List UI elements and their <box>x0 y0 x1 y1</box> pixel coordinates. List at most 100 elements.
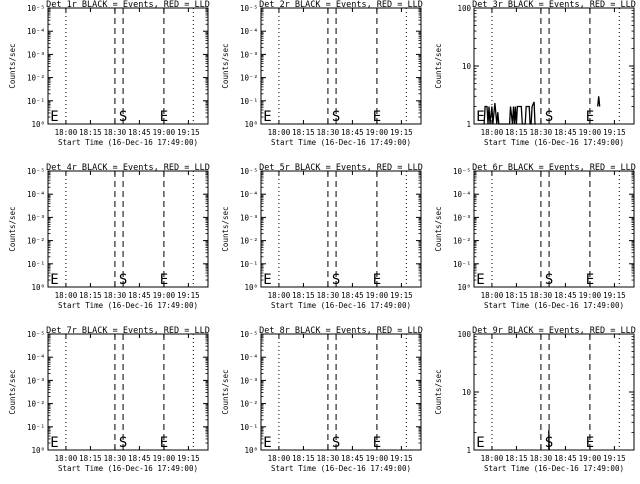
y-axis-label: Counts/sec <box>8 369 17 414</box>
y-tick-label: 10⁻¹ <box>27 97 45 106</box>
x-axis-label: Start Time (16-Dec-16 17:49:00) <box>484 138 624 147</box>
segment-marker-s: S <box>119 272 127 288</box>
segment-marker-e2: E <box>586 272 594 288</box>
y-tick-label: 10⁻⁴ <box>453 190 471 199</box>
segment-marker-s: S <box>119 435 127 451</box>
x-tick-label: 18:00 <box>55 291 78 300</box>
y-tick-label: 10 <box>462 388 472 397</box>
y-axis-label: Counts/sec <box>8 206 17 251</box>
segment-marker-e1: E <box>50 109 58 125</box>
y-tick-label: 10⁰ <box>244 283 258 292</box>
y-tick-label: 10⁻³ <box>27 213 45 222</box>
x-tick-label: 18:30 <box>104 454 127 463</box>
x-axis-label: Start Time (16-Dec-16 17:49:00) <box>58 464 198 473</box>
x-tick-label: 19:00 <box>153 291 176 300</box>
y-tick-label: 10⁻⁵ <box>240 330 258 339</box>
y-tick-label: 10⁻⁵ <box>27 167 45 176</box>
segment-marker-e1: E <box>263 272 271 288</box>
x-tick-label: 18:30 <box>317 291 340 300</box>
x-tick-label: 18:15 <box>79 454 102 463</box>
segment-marker-e1: E <box>50 435 58 451</box>
x-axis-label: Start Time (16-Dec-16 17:49:00) <box>271 301 411 310</box>
x-tick-label: 18:30 <box>104 128 127 137</box>
y-tick-label: 10⁰ <box>244 120 258 129</box>
y-tick-label: 10 <box>462 62 472 71</box>
x-tick-label: 19:00 <box>579 454 602 463</box>
x-tick-label: 18:00 <box>481 291 504 300</box>
plot-frame <box>474 334 634 450</box>
y-tick-label: 10⁰ <box>244 446 258 455</box>
segment-marker-e1: E <box>50 272 58 288</box>
y-tick-label: 10⁻⁴ <box>240 190 258 199</box>
segment-marker-e1: E <box>263 435 271 451</box>
x-axis-label: Start Time (16-Dec-16 17:49:00) <box>58 301 198 310</box>
segment-marker-e1: E <box>476 109 484 125</box>
y-tick-label: 10⁻⁵ <box>27 330 45 339</box>
y-axis-label: Counts/sec <box>434 206 443 251</box>
x-tick-label: 18:30 <box>530 291 553 300</box>
x-tick-label: 18:30 <box>104 291 127 300</box>
x-tick-label: 18:00 <box>268 291 291 300</box>
x-tick-label: 19:15 <box>390 128 413 137</box>
chart-panel-4: Det 4r BLACK = Events, RED = LLDCounts/s… <box>8 163 210 310</box>
x-tick-label: 18:00 <box>268 128 291 137</box>
segment-marker-e2: E <box>160 272 168 288</box>
y-tick-label: 10⁰ <box>31 120 45 129</box>
segment-marker-s: S <box>332 272 340 288</box>
segment-marker-e2: E <box>160 435 168 451</box>
x-tick-label: 18:30 <box>317 128 340 137</box>
segment-marker-e2: E <box>586 435 594 451</box>
x-tick-label: 18:45 <box>128 291 151 300</box>
segment-marker-e1: E <box>476 435 484 451</box>
chart-panel-7: Det 7r BLACK = Events, RED = LLDCounts/s… <box>8 326 210 473</box>
y-tick-label: 10⁻² <box>27 400 45 409</box>
y-tick-label: 10⁻² <box>240 237 258 246</box>
x-tick-label: 18:15 <box>79 128 102 137</box>
y-tick-label: 10⁻¹ <box>453 260 471 269</box>
x-tick-label: 18:15 <box>79 291 102 300</box>
segment-marker-s: S <box>545 109 553 125</box>
y-tick-label: 10⁻³ <box>240 376 258 385</box>
segment-marker-e2: E <box>586 109 594 125</box>
y-tick-label: 100 <box>457 330 471 339</box>
y-tick-label: 10⁻³ <box>240 213 258 222</box>
y-tick-label: 10⁻⁵ <box>27 4 45 13</box>
x-tick-label: 19:15 <box>177 291 200 300</box>
event-rate-series-2 <box>598 96 600 106</box>
plot-frame <box>261 334 421 450</box>
x-tick-label: 18:00 <box>55 128 78 137</box>
x-tick-label: 18:00 <box>55 454 78 463</box>
x-axis-label: Start Time (16-Dec-16 17:49:00) <box>484 301 624 310</box>
y-tick-label: 10⁻³ <box>27 376 45 385</box>
y-tick-label: 10⁻¹ <box>27 260 45 269</box>
y-tick-label: 10⁻¹ <box>27 423 45 432</box>
x-tick-label: 19:00 <box>366 128 389 137</box>
y-tick-label: 10⁻¹ <box>240 423 258 432</box>
x-axis-label: Start Time (16-Dec-16 17:49:00) <box>58 138 198 147</box>
segment-marker-s: S <box>332 109 340 125</box>
x-axis-label: Start Time (16-Dec-16 17:49:00) <box>271 464 411 473</box>
x-tick-label: 19:15 <box>603 291 626 300</box>
y-tick-label: 1 <box>466 120 471 129</box>
plot-frame <box>474 171 634 287</box>
y-axis-label: Counts/sec <box>8 43 17 88</box>
x-tick-label: 18:00 <box>481 454 504 463</box>
y-tick-label: 100 <box>457 4 471 13</box>
y-tick-label: 1 <box>466 446 471 455</box>
y-axis-label: Counts/sec <box>221 369 230 414</box>
y-tick-label: 10⁻⁵ <box>453 167 471 176</box>
x-tick-label: 18:45 <box>341 291 364 300</box>
x-tick-label: 19:00 <box>579 128 602 137</box>
y-tick-label: 10⁻⁴ <box>27 27 45 36</box>
y-axis-label: Counts/sec <box>434 43 443 88</box>
x-tick-label: 18:45 <box>341 128 364 137</box>
segment-marker-e2: E <box>160 109 168 125</box>
x-tick-label: 18:00 <box>268 454 291 463</box>
x-tick-label: 18:15 <box>292 128 315 137</box>
x-tick-label: 18:45 <box>128 128 151 137</box>
segment-marker-s: S <box>332 435 340 451</box>
y-axis-label: Counts/sec <box>221 43 230 88</box>
x-tick-label: 19:00 <box>366 291 389 300</box>
